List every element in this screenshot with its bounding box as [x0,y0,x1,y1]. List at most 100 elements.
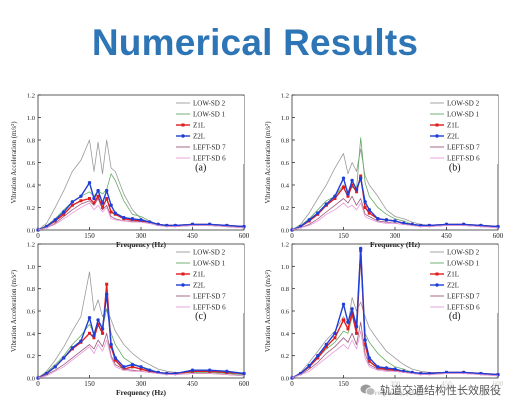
y-tick-label: 1.0 [27,115,35,122]
panel-label: (b) [449,163,461,174]
data-point [316,356,320,360]
legend-marker [181,123,185,127]
legend-label: LEFT-SD 6 [193,304,226,312]
y-tick-label: 1.0 [281,115,289,122]
data-point [350,178,354,183]
legend-label: Z1L [193,271,205,279]
y-tick-label: 0.8 [281,286,289,293]
data-point [87,181,92,185]
data-point [354,187,359,192]
legend-label: LEFT-SD 7 [193,293,226,301]
legend-label: LOW-SD 1 [447,260,480,268]
chart-panel-c: 0 150 300 450 600 0.0 0.2 0.4 0.6 0.8 1.0 1.2 Freque… [10,242,250,398]
y-tick-label: 1.2 [27,93,35,100]
watermark: 轨道交通结构性长效服役 [357,381,504,399]
data-point [350,311,354,315]
legend-marker [181,272,185,276]
legend-label: Z1L [193,122,205,130]
data-point [367,356,371,360]
series-line-left-sd-6 [37,339,245,379]
y-tick-label: 0.8 [281,138,289,145]
legend-label: Z2L [447,282,459,290]
data-point [109,203,113,207]
data-point [354,324,359,329]
data-point [70,346,75,350]
series-line-z2l [37,182,245,231]
x-tick-label: 0 [290,232,294,240]
data-point [393,367,397,371]
data-point [96,322,100,326]
data-point [104,188,109,193]
data-point [70,200,75,204]
y-tick-label: 0.6 [281,309,290,316]
series-line-left-sd-6 [291,330,499,379]
data-point [384,218,389,222]
data-point [79,339,83,343]
y-tick-label: 0.2 [281,353,289,360]
y-tick-label: 1.2 [281,242,289,249]
data-point [333,336,337,340]
watermark-text: 轨道交通结构性长效服役 [380,384,501,397]
data-point [104,292,109,296]
legend-marker [181,134,185,138]
series-line-z2l [37,293,245,379]
data-point [350,183,354,187]
x-tick-label: 150 [84,380,95,388]
series-line-low-sd-2 [291,297,499,379]
y-axis-label: Vibration Acceleration (m/s²) [10,121,18,204]
data-point [367,211,371,215]
x-tick-label: 150 [338,380,349,388]
data-point [358,176,363,180]
data-point [324,345,328,349]
data-point [358,246,363,251]
x-axis-label: Frequency (Hz) [370,240,421,249]
legend-label: LEFT-SD 7 [447,293,480,301]
y-tick-label: 0.2 [27,205,35,212]
data-point [130,365,134,369]
data-point [307,364,311,368]
x-axis-label: Frequency (Hz) [116,388,167,397]
data-point [363,343,367,346]
data-point [324,342,329,347]
data-point [53,218,57,222]
data-point [393,219,397,223]
data-point [79,194,83,198]
legend-label: LEFT-SD 6 [447,155,480,163]
y-tick-label: 0.4 [281,331,290,338]
y-tick-label: 0.2 [281,205,289,212]
chart-panel-b: 0 150 300 450 600 0.0 0.2 0.4 0.6 0.8 1.0 1.2 Freque… [264,93,504,250]
data-point [105,282,109,286]
x-tick-label: 0 [36,380,40,388]
legend-label: LEFT-SD 7 [447,144,480,152]
x-tick-label: 0 [290,380,294,388]
y-tick-label: 0.6 [27,160,36,167]
data-point [139,367,143,371]
data-point [130,362,135,367]
data-point [96,194,100,198]
data-point [367,359,371,363]
data-point [105,197,109,200]
data-point [96,318,100,322]
data-point [101,206,105,209]
x-tick-label: 450 [441,232,452,240]
legend-box [426,245,498,313]
data-point [346,192,350,196]
data-point [363,338,367,342]
series-line-left-sd-6 [37,202,245,231]
series-line-z2l [291,177,499,231]
x-tick-label: 450 [187,232,198,240]
data-point [130,217,135,221]
y-tick-label: 0.4 [281,183,290,190]
y-tick-label: 0.4 [27,183,36,190]
data-point [359,174,363,178]
y-tick-label: 0.0 [27,228,35,235]
data-point [139,218,143,222]
data-point [316,211,320,215]
data-point [333,197,337,200]
data-point [376,217,380,221]
data-point [96,188,100,193]
data-point [333,194,337,198]
data-point [346,194,350,198]
data-point [207,368,212,372]
